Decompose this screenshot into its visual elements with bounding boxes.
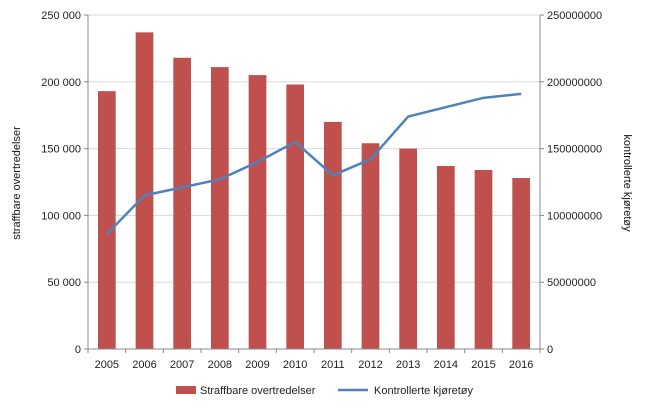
left-tick-label: 0 xyxy=(75,344,81,356)
gridlines xyxy=(88,14,540,350)
bar-2014 xyxy=(436,165,455,349)
x-tick-label: 2016 xyxy=(509,359,533,371)
bar-2011 xyxy=(323,121,342,349)
bar-2012 xyxy=(361,143,380,349)
left-tick-label: 50 000 xyxy=(47,277,81,289)
bar-series xyxy=(97,32,531,350)
x-tick-label: 2008 xyxy=(208,359,232,371)
bar-2009 xyxy=(248,75,267,350)
x-axis-ticks: 2005 2006 2007 2008 2009 2010 2011 2012 2013 2014… xyxy=(87,349,541,371)
x-tick-label: 2009 xyxy=(245,359,269,371)
line-kontrollerte-kjoretoy xyxy=(105,92,522,235)
x-tick-label: 2005 xyxy=(95,359,119,371)
left-axis-ticks: 0 50 000 100 000 150 000 200 000 250 000 xyxy=(41,10,88,356)
right-tick-label: 250000000 xyxy=(547,10,602,22)
bar-2006 xyxy=(135,32,154,349)
x-tick-label: 2006 xyxy=(132,359,156,371)
right-tick-label: 200000000 xyxy=(547,77,602,89)
left-tick-label: 250 000 xyxy=(41,10,81,22)
right-tick-label: 100000000 xyxy=(547,210,602,222)
left-tick-label: 100 000 xyxy=(41,210,81,222)
x-tick-label: 2007 xyxy=(170,359,194,371)
bar-2013 xyxy=(399,148,418,349)
right-tick-label: 0 xyxy=(547,344,553,356)
bar-2008 xyxy=(210,67,229,349)
x-tick-label: 2011 xyxy=(321,359,345,371)
bar-2016 xyxy=(512,177,531,349)
right-tick-label: 50000000 xyxy=(547,277,596,289)
bar-2007 xyxy=(173,57,192,349)
x-tick-label: 2010 xyxy=(283,359,307,371)
left-tick-label: 200 000 xyxy=(41,77,81,89)
right-axis-title: kontrollerte kjøretøy xyxy=(621,134,633,232)
legend: Straffbare overtredelser Kontrollerte kj… xyxy=(176,385,474,397)
x-tick-label: 2012 xyxy=(358,359,382,371)
left-axis-title: straffbare overtredelser xyxy=(11,126,23,240)
line-series xyxy=(105,92,522,235)
x-tick-label: 2015 xyxy=(471,359,495,371)
bar-2005 xyxy=(97,91,116,349)
right-axis-ticks: 0 50000000 100000000 150000000 200000000 2500… xyxy=(540,10,602,356)
bar-2010 xyxy=(286,84,305,350)
axes xyxy=(87,15,541,350)
legend-label-bars: Straffbare overtredelser xyxy=(200,385,316,397)
legend-swatch-bars xyxy=(176,386,196,394)
right-tick-label: 150000000 xyxy=(547,144,602,156)
x-tick-label: 2014 xyxy=(434,359,458,371)
bar-2015 xyxy=(474,169,493,349)
x-tick-label: 2013 xyxy=(396,359,420,371)
left-tick-label: 150 000 xyxy=(41,144,81,156)
legend-label-line: Kontrollerte kjøretøy xyxy=(374,385,474,397)
